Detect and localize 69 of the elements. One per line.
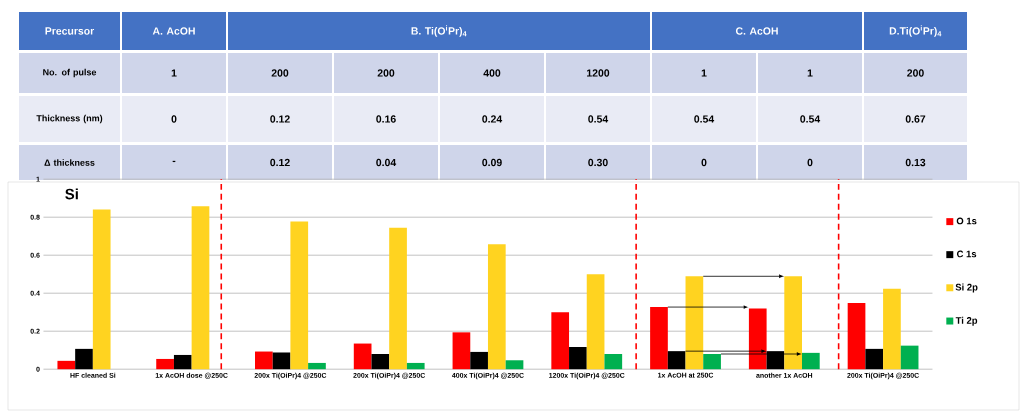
text: Δ thickness — [44, 159, 95, 166]
bar — [156, 358, 174, 370]
bar — [290, 221, 309, 370]
text: 0 — [807, 158, 813, 167]
bar — [900, 345, 919, 370]
bar — [604, 354, 623, 370]
text: 0.12 — [270, 115, 290, 123]
text: 200 — [377, 69, 395, 77]
bar — [505, 360, 524, 370]
bar — [551, 312, 570, 370]
text: 200 — [271, 69, 289, 77]
text: - — [172, 160, 176, 163]
text: 0.24 — [482, 115, 503, 123]
bar — [92, 209, 111, 370]
bar — [470, 351, 488, 370]
bar — [353, 343, 372, 370]
legend-label: O 1s — [956, 217, 977, 225]
bar — [685, 276, 704, 370]
bar — [371, 354, 390, 370]
bar — [569, 346, 587, 370]
text: 1 — [701, 69, 707, 77]
chart-title: Si — [65, 188, 78, 200]
legend-label: Si 2p — [955, 283, 978, 293]
text: 0.13 — [905, 158, 926, 167]
text: 1200 — [587, 69, 610, 77]
text: B. Ti(O$^{i}$Pr)$_{4}$ — [411, 25, 467, 37]
text: 0.54 — [800, 115, 821, 123]
text: 400 — [483, 69, 501, 77]
bar — [784, 276, 802, 370]
bar — [173, 354, 192, 370]
text: 0 — [701, 158, 707, 167]
bar — [883, 288, 901, 370]
text: 0.54 — [588, 115, 609, 123]
bar — [847, 303, 866, 370]
bar — [255, 351, 273, 370]
bar — [389, 227, 407, 370]
text: 200 — [907, 69, 924, 77]
text: 0.30 — [588, 158, 608, 167]
bar — [75, 348, 93, 370]
bar — [191, 206, 210, 370]
legend-label: Ti 2p — [955, 316, 978, 326]
text: 0.16 — [376, 115, 396, 123]
text: 0 — [171, 115, 177, 123]
bar — [57, 360, 76, 370]
text: A. AcOH — [152, 27, 195, 35]
bar — [650, 307, 668, 370]
text: D.Ti(O$^{i}$Pr)$_{4}$ — [889, 25, 942, 37]
text: C. AcOH — [735, 27, 778, 35]
bar — [703, 354, 721, 370]
text: 0.12 — [270, 158, 290, 167]
bar — [272, 352, 291, 370]
bar — [865, 348, 884, 370]
bar — [487, 244, 506, 370]
text: No. of pulse — [43, 68, 97, 78]
text: Precursor — [45, 27, 95, 35]
bar — [308, 362, 326, 370]
text: 0.09 — [482, 158, 502, 167]
text: 0.67 — [905, 115, 926, 123]
text: 0.54 — [694, 115, 715, 123]
bar — [802, 352, 820, 370]
text: 1 — [171, 69, 177, 77]
legend-label: C 1s — [956, 250, 977, 258]
text: Thickness (nm) — [36, 114, 103, 124]
bar — [406, 362, 425, 370]
bar — [452, 332, 471, 370]
text: 0.04 — [376, 158, 397, 167]
bar — [748, 308, 767, 370]
bar — [586, 274, 605, 370]
text: 1 — [807, 69, 813, 77]
